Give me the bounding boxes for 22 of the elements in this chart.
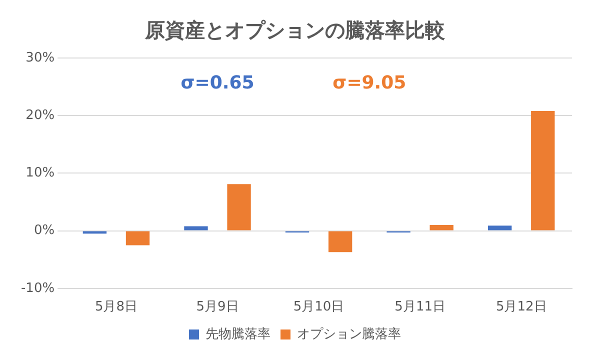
chart-title: 原資産とオプションの騰落率比較 — [144, 18, 446, 42]
bar — [531, 110, 555, 230]
x-tick-label: 5月9日 — [196, 300, 239, 315]
x-tick-label: 5月11日 — [394, 300, 446, 315]
legend-label: オプション騰落率 — [297, 326, 401, 342]
bar — [488, 226, 512, 230]
x-tick-label: 5月10日 — [293, 300, 344, 315]
x-tick-label: 5月12日 — [496, 300, 547, 315]
bar — [227, 184, 251, 230]
bar — [430, 225, 454, 230]
annotation: σ=9.05 — [332, 72, 406, 94]
bar — [184, 226, 208, 230]
bar — [126, 231, 150, 246]
bar — [328, 231, 352, 252]
y-tick-label: 30% — [26, 50, 55, 66]
y-tick-label: 20% — [26, 108, 55, 123]
legend-label: 先物騰落率 — [206, 326, 270, 342]
y-tick-label: 0% — [34, 223, 55, 238]
y-tick-label: 10% — [26, 166, 55, 181]
annotation: σ=0.65 — [180, 72, 254, 94]
x-tick-label: 5月8日 — [94, 300, 138, 315]
y-tick-label: -10% — [20, 280, 55, 296]
